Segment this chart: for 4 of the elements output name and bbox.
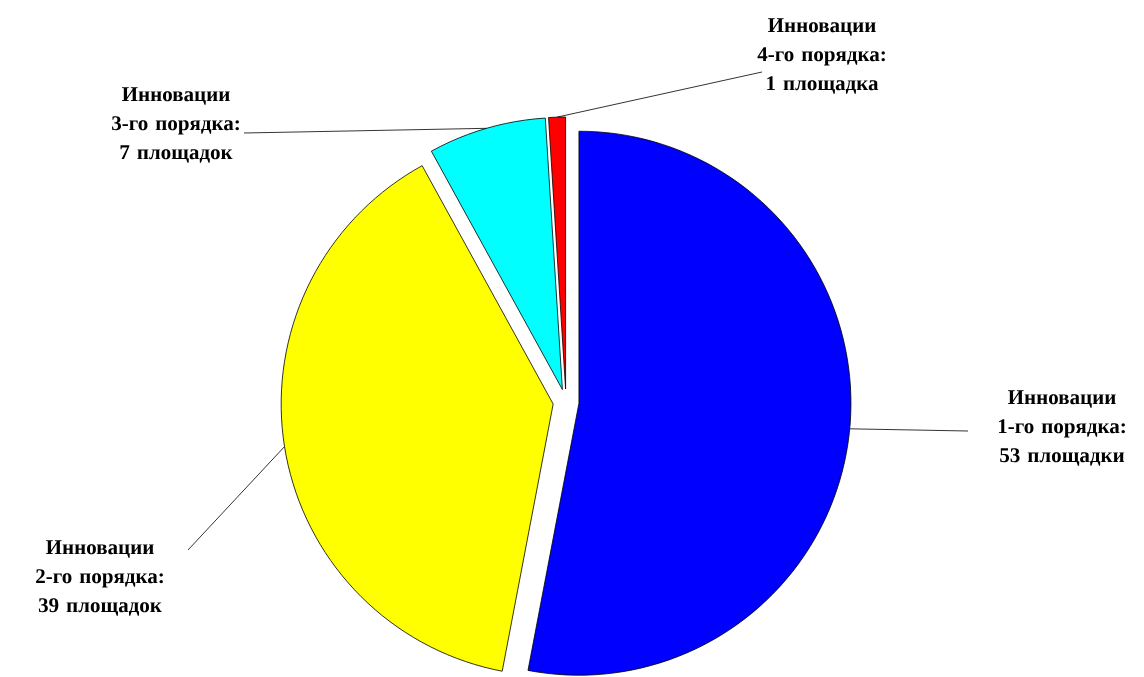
slice-label: Инновации 3-го порядка: 7 площадок — [112, 87, 239, 163]
slice-label: Инновации 2-го порядка: 39 площадок — [36, 540, 163, 616]
slice-label: Инновации 4-го порядка: 1 площадка — [757, 18, 885, 94]
slice-label: Инновации 1-го порядка: 53 площадки — [998, 390, 1125, 466]
